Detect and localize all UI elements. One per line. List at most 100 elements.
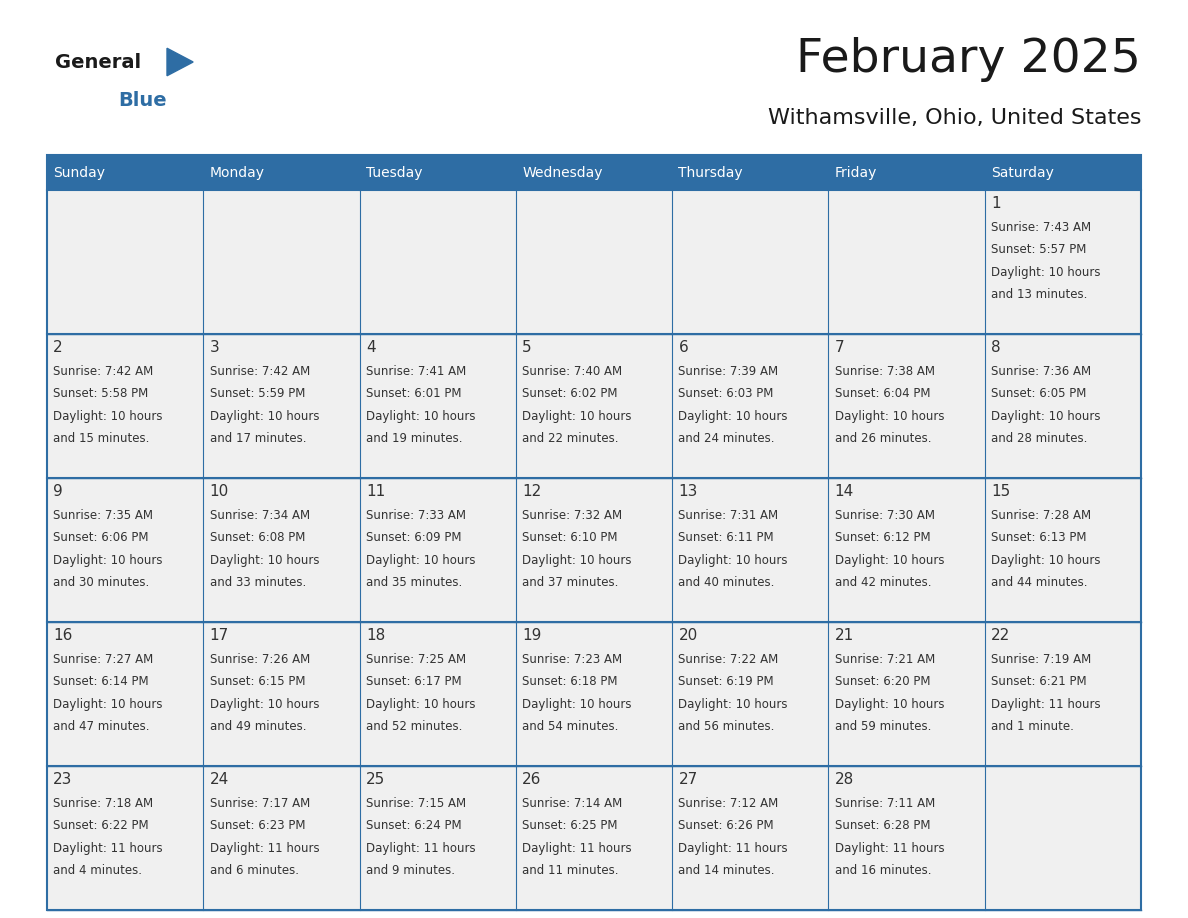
Bar	[360, 766, 516, 910]
Text: Sunset: 6:15 PM: Sunset: 6:15 PM	[209, 676, 305, 688]
Text: and 6 minutes.: and 6 minutes.	[209, 864, 298, 877]
Bar	[48, 622, 203, 766]
Bar	[203, 622, 360, 766]
Polygon shape	[168, 49, 194, 76]
Text: and 14 minutes.: and 14 minutes.	[678, 864, 775, 877]
Text: Daylight: 10 hours: Daylight: 10 hours	[678, 409, 788, 422]
Text: Sunrise: 7:40 AM: Sunrise: 7:40 AM	[522, 365, 623, 378]
Text: Daylight: 10 hours: Daylight: 10 hours	[835, 554, 944, 566]
Text: 13: 13	[678, 484, 697, 498]
Text: and 15 minutes.: and 15 minutes.	[53, 432, 150, 445]
Text: Sunrise: 7:38 AM: Sunrise: 7:38 AM	[835, 365, 935, 378]
Bar	[516, 766, 672, 910]
Text: Daylight: 11 hours: Daylight: 11 hours	[991, 698, 1100, 711]
Bar	[985, 478, 1140, 622]
Text: Sunset: 6:01 PM: Sunset: 6:01 PM	[366, 387, 461, 400]
Text: 26: 26	[522, 772, 542, 787]
Text: Sunrise: 7:25 AM: Sunrise: 7:25 AM	[366, 653, 466, 666]
Text: General: General	[55, 52, 141, 72]
Text: Daylight: 10 hours: Daylight: 10 hours	[991, 554, 1100, 566]
Text: 16: 16	[53, 628, 72, 643]
Text: and 28 minutes.: and 28 minutes.	[991, 432, 1087, 445]
Bar	[672, 622, 828, 766]
Text: Daylight: 11 hours: Daylight: 11 hours	[53, 842, 163, 855]
Bar	[516, 334, 672, 478]
Text: and 16 minutes.: and 16 minutes.	[835, 864, 931, 877]
Text: Blue: Blue	[118, 91, 166, 109]
Text: and 9 minutes.: and 9 minutes.	[366, 864, 455, 877]
Text: Sunset: 6:18 PM: Sunset: 6:18 PM	[522, 676, 618, 688]
Bar	[828, 478, 985, 622]
Bar	[985, 190, 1140, 334]
Text: Sunrise: 7:15 AM: Sunrise: 7:15 AM	[366, 797, 466, 810]
Text: Sunset: 6:22 PM: Sunset: 6:22 PM	[53, 819, 148, 833]
Text: Sunrise: 7:39 AM: Sunrise: 7:39 AM	[678, 365, 778, 378]
Bar	[203, 334, 360, 478]
Text: 24: 24	[209, 772, 229, 787]
Text: Sunset: 6:13 PM: Sunset: 6:13 PM	[991, 532, 1087, 544]
Text: Sunset: 5:59 PM: Sunset: 5:59 PM	[209, 387, 305, 400]
Text: Sunset: 6:12 PM: Sunset: 6:12 PM	[835, 532, 930, 544]
Text: Sunset: 6:10 PM: Sunset: 6:10 PM	[522, 532, 618, 544]
Text: Sunrise: 7:18 AM: Sunrise: 7:18 AM	[53, 797, 153, 810]
Text: and 19 minutes.: and 19 minutes.	[366, 432, 462, 445]
Bar	[360, 478, 516, 622]
Text: Sunset: 6:19 PM: Sunset: 6:19 PM	[678, 676, 775, 688]
Text: Sunrise: 7:11 AM: Sunrise: 7:11 AM	[835, 797, 935, 810]
Bar	[203, 190, 360, 334]
Text: Sunrise: 7:12 AM: Sunrise: 7:12 AM	[678, 797, 778, 810]
Text: 21: 21	[835, 628, 854, 643]
Bar	[672, 334, 828, 478]
Text: Sunset: 6:02 PM: Sunset: 6:02 PM	[522, 387, 618, 400]
Text: 8: 8	[991, 340, 1000, 354]
Text: and 37 minutes.: and 37 minutes.	[522, 576, 619, 589]
Text: Sunrise: 7:43 AM: Sunrise: 7:43 AM	[991, 221, 1091, 234]
Text: 7: 7	[835, 340, 845, 354]
Text: and 1 minute.: and 1 minute.	[991, 720, 1074, 733]
Text: and 13 minutes.: and 13 minutes.	[991, 288, 1087, 301]
Bar	[516, 478, 672, 622]
Text: and 24 minutes.: and 24 minutes.	[678, 432, 775, 445]
Text: Sunrise: 7:21 AM: Sunrise: 7:21 AM	[835, 653, 935, 666]
Bar	[48, 155, 1140, 910]
Text: 22: 22	[991, 628, 1010, 643]
Text: and 40 minutes.: and 40 minutes.	[678, 576, 775, 589]
Text: Sunset: 6:21 PM: Sunset: 6:21 PM	[991, 676, 1087, 688]
Text: Sunset: 6:26 PM: Sunset: 6:26 PM	[678, 819, 775, 833]
Text: and 54 minutes.: and 54 minutes.	[522, 720, 619, 733]
Text: Daylight: 11 hours: Daylight: 11 hours	[209, 842, 320, 855]
Text: and 42 minutes.: and 42 minutes.	[835, 576, 931, 589]
Text: 15: 15	[991, 484, 1010, 498]
Text: and 56 minutes.: and 56 minutes.	[678, 720, 775, 733]
Text: Daylight: 10 hours: Daylight: 10 hours	[366, 554, 475, 566]
Bar	[672, 478, 828, 622]
Text: Saturday: Saturday	[991, 165, 1054, 180]
Bar	[985, 766, 1140, 910]
Text: Tuesday: Tuesday	[366, 165, 422, 180]
Bar	[516, 190, 672, 334]
Text: 1: 1	[991, 196, 1000, 211]
Text: 17: 17	[209, 628, 229, 643]
Text: 12: 12	[522, 484, 542, 498]
Text: 20: 20	[678, 628, 697, 643]
Text: Sunrise: 7:14 AM: Sunrise: 7:14 AM	[522, 797, 623, 810]
Bar	[360, 190, 516, 334]
Text: 6: 6	[678, 340, 688, 354]
Text: and 4 minutes.: and 4 minutes.	[53, 864, 143, 877]
Text: 27: 27	[678, 772, 697, 787]
Text: Sunrise: 7:42 AM: Sunrise: 7:42 AM	[53, 365, 153, 378]
Text: Sunrise: 7:23 AM: Sunrise: 7:23 AM	[522, 653, 623, 666]
Text: Sunrise: 7:36 AM: Sunrise: 7:36 AM	[991, 365, 1091, 378]
Text: Sunrise: 7:31 AM: Sunrise: 7:31 AM	[678, 509, 778, 522]
Bar	[48, 334, 203, 478]
Bar	[516, 622, 672, 766]
Bar	[672, 190, 828, 334]
Text: 5: 5	[522, 340, 532, 354]
Text: 19: 19	[522, 628, 542, 643]
Text: 18: 18	[366, 628, 385, 643]
Text: 23: 23	[53, 772, 72, 787]
Text: Daylight: 11 hours: Daylight: 11 hours	[835, 842, 944, 855]
Text: Wednesday: Wednesday	[522, 165, 602, 180]
Text: Daylight: 10 hours: Daylight: 10 hours	[835, 409, 944, 422]
Text: Daylight: 10 hours: Daylight: 10 hours	[678, 698, 788, 711]
